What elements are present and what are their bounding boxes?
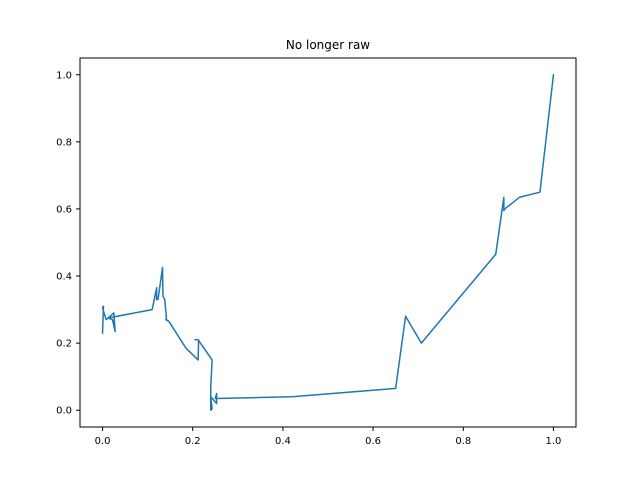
series-layer xyxy=(101,73,555,411)
x-tick-label: 0.8 xyxy=(455,436,471,447)
y-tick-label: 0.0 xyxy=(56,406,72,417)
ticks-layer: 0.0 0.2 0.4 0.6 0.8 1.0 0.0 0.2 0.4 0.6 0.8 1.0 xyxy=(56,70,561,447)
chart-title: No longer raw xyxy=(286,38,370,52)
y-tick-label: 0.8 xyxy=(56,137,72,148)
y-tick-label: 0.6 xyxy=(56,204,72,215)
axes-frame xyxy=(79,57,577,428)
series-line xyxy=(101,73,555,411)
x-tick-label: 0.6 xyxy=(365,436,381,447)
y-tick-label: 1.0 xyxy=(56,70,72,81)
x-tick-label: 0.2 xyxy=(185,436,201,447)
x-tick-label: 0.0 xyxy=(95,436,111,447)
x-tick-label: 0.4 xyxy=(275,436,291,447)
y-tick-label: 0.2 xyxy=(56,339,72,350)
y-tick-label: 0.4 xyxy=(56,272,72,283)
x-tick-label: 1.0 xyxy=(546,436,562,447)
